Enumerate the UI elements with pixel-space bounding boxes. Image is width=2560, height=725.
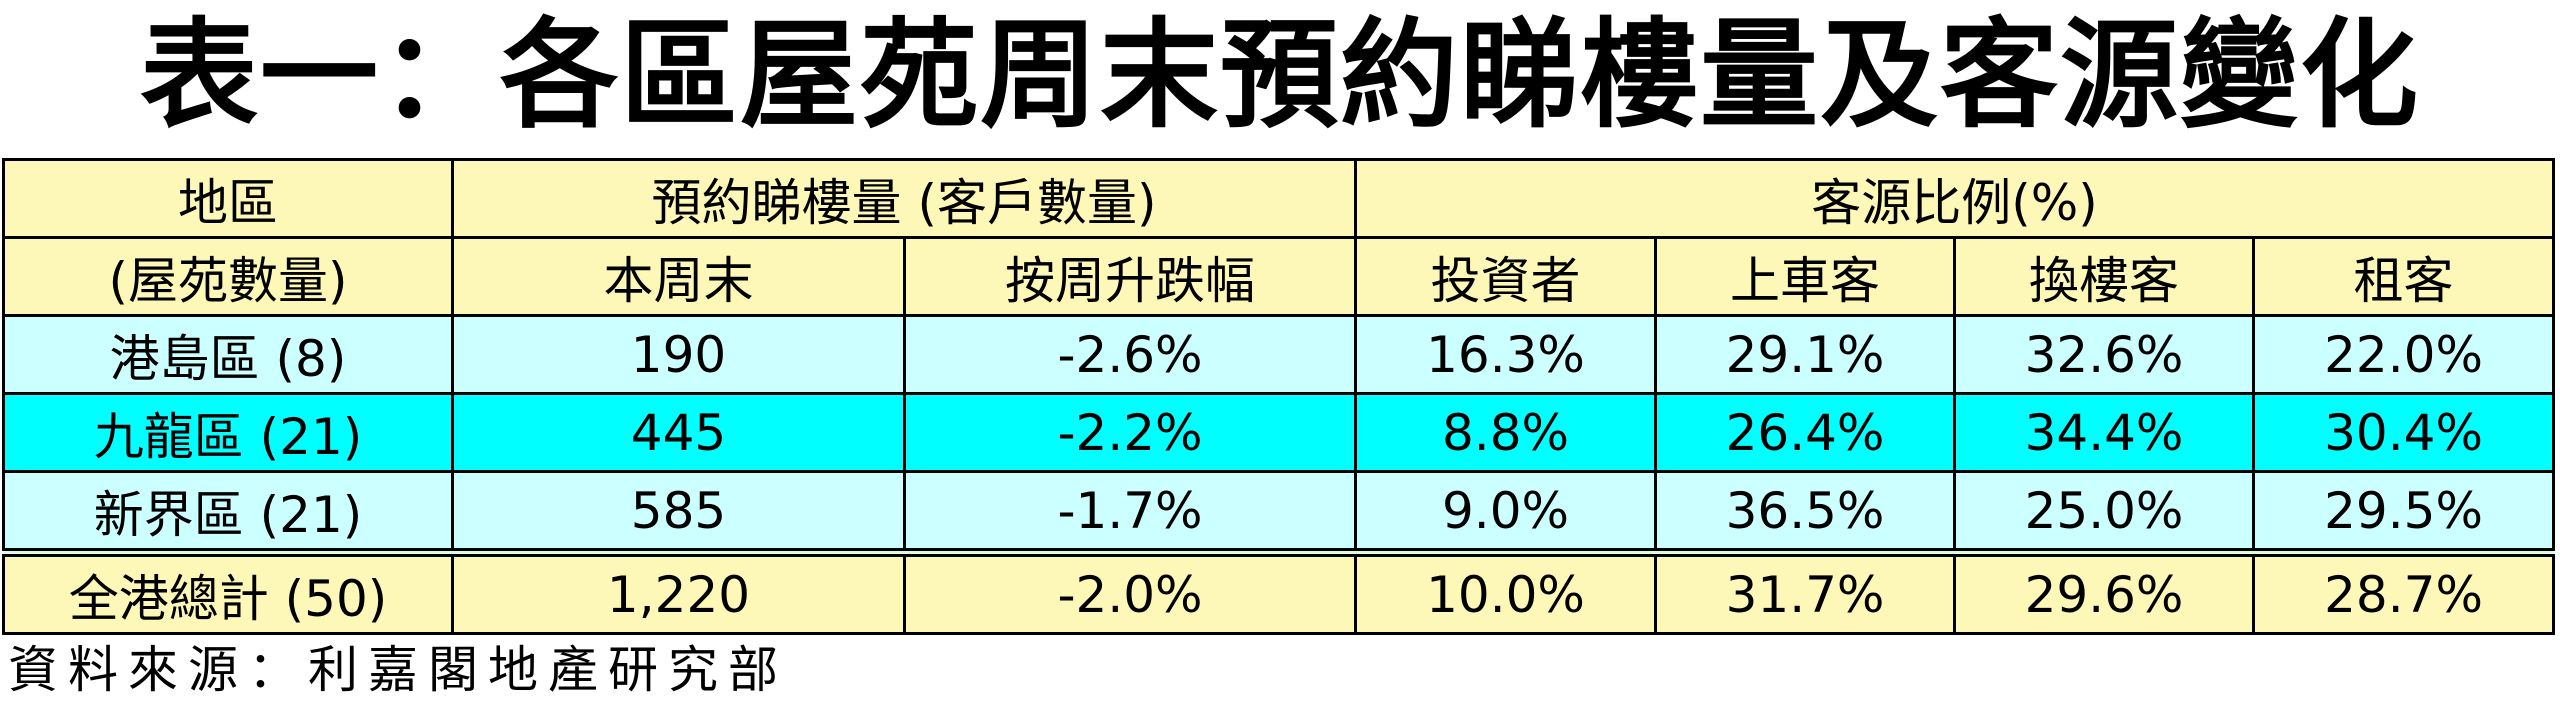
table-cell: 港島區 (8) [2,314,454,395]
header-cell: 租客 [2252,236,2556,317]
table-cell: 9.0% [1354,470,1658,554]
table-cell: 34.4% [1953,392,2256,473]
table-body: 地區 預約睇樓量 (客戶數量) 客源比例(%) (屋苑數量) 本周末 按周升跌幅 投資… [2,158,2556,635]
table-cell: 九龍區 (21) [2,392,454,473]
header-cell: 上車客 [1654,236,1957,317]
table-cell: 1,220 [451,548,906,635]
table-cell: -2.2% [902,392,1358,473]
table-cell: 445 [451,392,906,473]
header-cell: (屋苑數量) [2,236,454,317]
header-cell: 換樓客 [1953,236,2256,317]
table-cell: 29.5% [2252,470,2556,554]
source-note: 資料來源：利嘉閣地產研究部 [8,641,788,699]
data-row: 新界區 (21) 585 -1.7% 9.0% 36.5% 25.0% 29.5% [2,470,2556,554]
table-cell: 全港總計 (50) [2,548,454,635]
title: 表一：各區屋苑周末預約睇樓量及客源變化 [139,6,2420,144]
header-cell: 按周升跌幅 [902,236,1358,317]
table-cell: 8.8% [1354,392,1658,473]
table-cell: 31.7% [1654,548,1957,635]
table-cell: 36.5% [1654,470,1957,554]
table-cell: 16.3% [1354,314,1658,395]
header-row: 地區 預約睇樓量 (客戶數量) 客源比例(%) [2,158,2556,239]
data-row: 港島區 (8) 190 -2.6% 16.3% 29.1% 32.6% 22.0% [2,314,2556,395]
table-cell: -1.7% [902,470,1358,554]
table-cell: 29.1% [1654,314,1957,395]
header-cell: 地區 [2,158,454,239]
table-cell: -2.0% [902,548,1358,635]
table-cell: 32.6% [1953,314,2256,395]
header-row: (屋苑數量) 本周末 按周升跌幅 投資者 上車客 換樓客 租客 [2,236,2556,317]
table-cell: 190 [451,314,906,395]
data-row: 全港總計 (50) 1,220 -2.0% 10.0% 31.7% 29.6% 28.7% [2,548,2556,635]
header-cell: 預約睇樓量 (客戶數量) [450,158,1358,239]
table-cell: 28.7% [2252,548,2556,635]
table-cell: 29.6% [1953,548,2256,635]
table-cell: 22.0% [2252,314,2556,395]
header-cell: 客源比例(%) [1354,158,2556,239]
table-cell: 26.4% [1654,392,1957,473]
header-cell: 投資者 [1354,236,1658,317]
table-cell: -2.6% [902,314,1358,395]
header-cell: 本周末 [451,236,906,317]
table-cell: 585 [451,470,906,554]
table-cell: 10.0% [1354,548,1658,635]
table-cell: 30.4% [2252,392,2556,473]
table-cell: 新界區 (21) [2,470,454,554]
data-table: 地區 預約睇樓量 (客戶數量) 客源比例(%) (屋苑數量) 本周末 按周升跌幅 投資… [2,158,2556,635]
data-row: 九龍區 (21) 445 -2.2% 8.8% 26.4% 34.4% 30.4% [2,392,2556,473]
table-cell: 25.0% [1953,470,2256,554]
